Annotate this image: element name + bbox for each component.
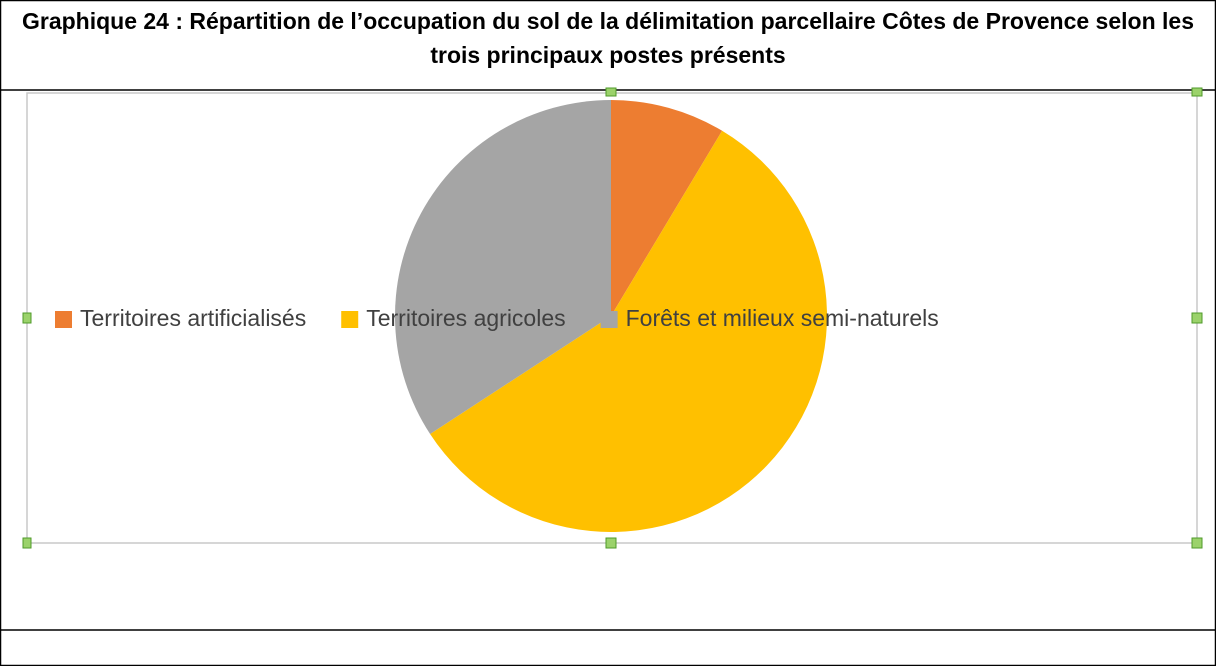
selection-handles xyxy=(22,87,1203,549)
legend-swatch xyxy=(55,311,72,328)
legend-label: Territoires artificialisés xyxy=(80,305,306,331)
legend-swatch xyxy=(600,311,618,328)
pie xyxy=(395,100,828,533)
chart-title: Graphique 24 : Répartition de l’occupati… xyxy=(21,8,1194,68)
pie-slice xyxy=(611,100,723,316)
pie-slice xyxy=(395,100,611,435)
pie-slice xyxy=(430,130,828,533)
legend: Territoires artificialisés Territoires ag… xyxy=(55,305,939,331)
legend-swatch xyxy=(341,311,359,328)
legend-label: Territoires agricoles xyxy=(366,305,565,331)
legend-label: Forêts et milieux semi-naturels xyxy=(626,305,939,331)
